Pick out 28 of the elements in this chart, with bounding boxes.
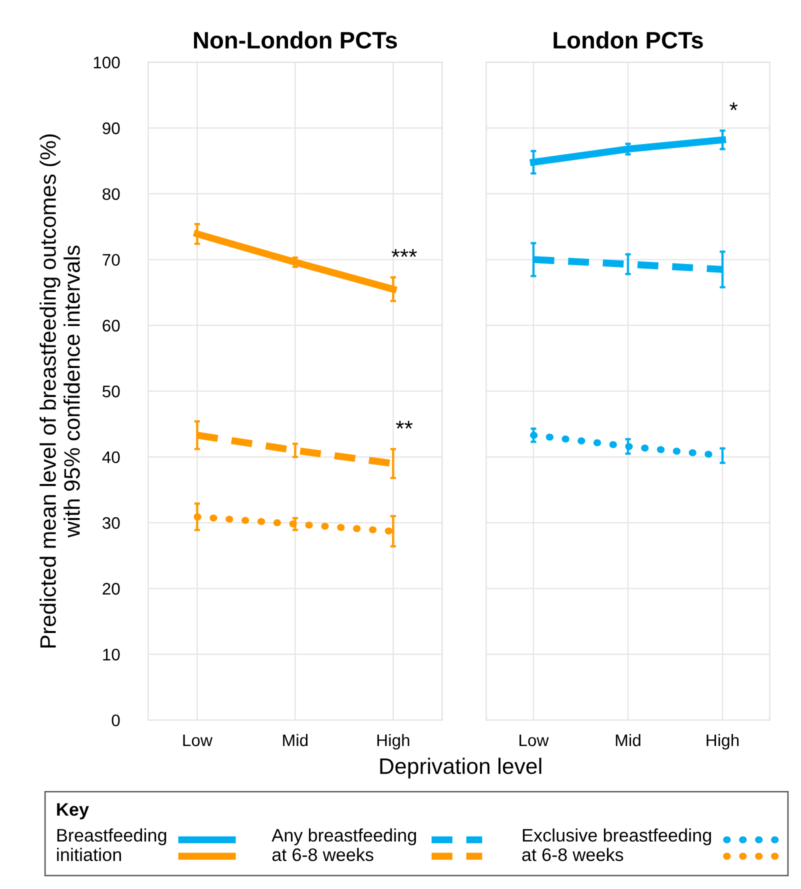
annotation: *: [730, 102, 738, 110]
y-tick-label: 0: [112, 714, 120, 726]
legend-label: Any breastfeeding at 6-8 weeks: [272, 828, 416, 862]
y-tick-label: 20: [102, 582, 120, 595]
x-tick-label: High: [706, 734, 739, 750]
x-tick-label: Low: [183, 734, 213, 746]
x-tick-label: Low: [520, 734, 549, 746]
chart-title: London PCTs: [554, 31, 703, 49]
y-axis-title: Predicted mean level of breastfeeding outcomes (%) with 95% confidence intervals: [40, 134, 80, 648]
x-tick-label: Mid: [283, 734, 308, 746]
chart-title: Non-London PCTs: [194, 31, 397, 49]
y-tick-label: 40: [102, 451, 120, 464]
x-axis-title: Deprivation level: [380, 758, 542, 778]
annotation: **: [396, 420, 413, 429]
y-tick-label: 30: [102, 517, 120, 529]
legend-label: Exclusive breastfeeding at 6-8 weeks: [522, 828, 711, 862]
x-tick-label: Mid: [616, 734, 640, 746]
annotation: ***: [392, 249, 417, 257]
legend-title: Key: [57, 803, 89, 820]
y-tick-label: 60: [102, 320, 120, 332]
y-tick-label: 80: [102, 188, 120, 200]
legend-label: Breastfeeding initiation: [57, 828, 166, 862]
y-tick-label: 50: [102, 386, 120, 398]
y-tick-label: 100: [94, 56, 120, 68]
y-tick-label: 10: [103, 648, 120, 661]
x-tick-label: High: [377, 734, 410, 750]
y-tick-label: 90: [102, 122, 120, 134]
y-tick-label: 70: [102, 254, 120, 266]
